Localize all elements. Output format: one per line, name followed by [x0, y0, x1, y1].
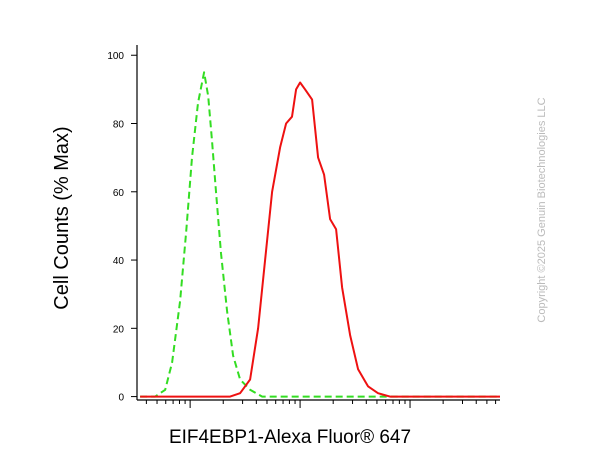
y-tick-label: 80	[113, 120, 125, 131]
y-tick-label: 60	[113, 188, 125, 199]
watermark: Copyright ©2025 Genuin Biotechnologies L…	[536, 97, 548, 322]
x-axis-label: EIF4EBP1-Alexa Fluor® 647	[169, 427, 411, 448]
y-axis-label: Cell Counts (% Max)	[51, 126, 73, 309]
series-line	[140, 81, 500, 398]
series-line	[140, 71, 500, 398]
y-tick-label: 0	[118, 393, 124, 404]
y-tick-label: 100	[107, 51, 124, 62]
y-tick-label: 20	[113, 324, 125, 335]
y-tick-label: 40	[113, 256, 125, 267]
